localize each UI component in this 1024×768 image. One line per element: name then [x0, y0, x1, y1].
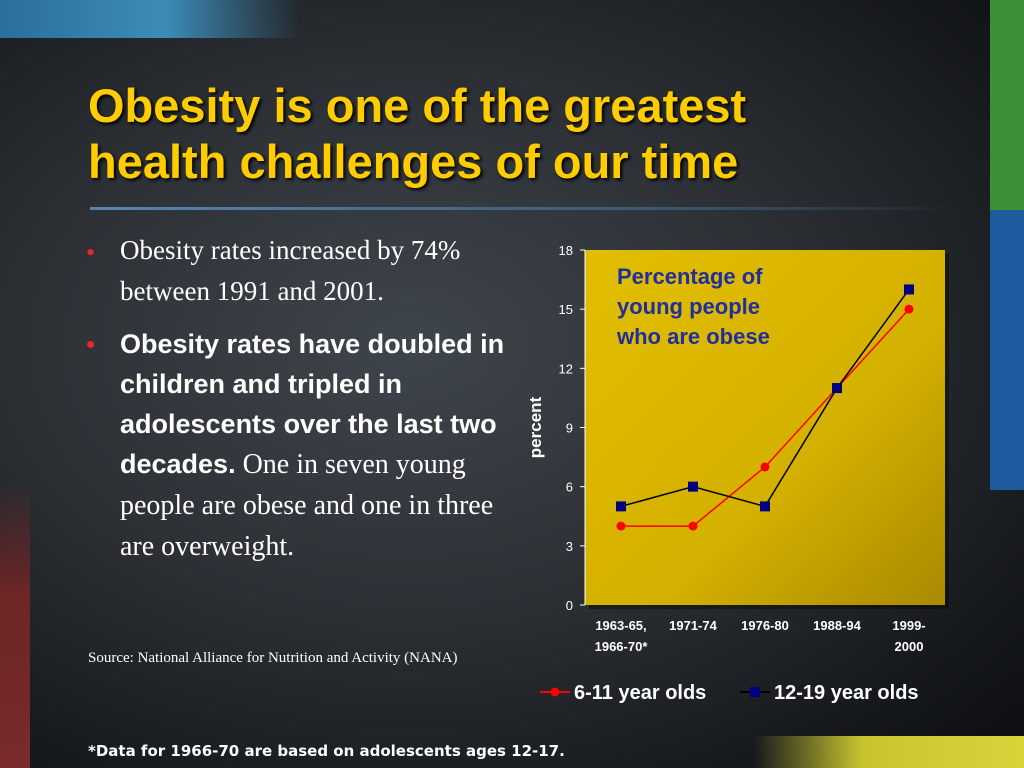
x-tick-label: 1966-70*	[595, 639, 649, 654]
obesity-line-chart: 0 3 6 9 12 15 18 percent 1963-65, 1966-70* 1971-74…	[526, 243, 949, 704]
bullet-text-2-bold: Obesity rates have doubled in children a…	[120, 329, 505, 479]
bullet-text-2-rest: One in seven young people are obese and …	[120, 449, 494, 562]
decor-green-band	[990, 0, 1024, 210]
legend-marker-1	[550, 687, 560, 697]
y-tick-label: 12	[559, 361, 573, 376]
decor-red-band	[0, 480, 30, 768]
y-tick-label: 3	[566, 539, 573, 554]
title-divider	[90, 207, 960, 210]
data-point-2	[832, 383, 842, 394]
data-point-2	[616, 501, 626, 512]
legend-marker-2	[750, 687, 760, 697]
source-citation: Source: National Alliance for Nutrition …	[88, 650, 458, 666]
x-tick-label: 1988-94	[813, 618, 861, 633]
data-point-1	[616, 521, 626, 531]
x-tick-label: 1999-	[892, 618, 925, 633]
data-point-2	[688, 481, 698, 492]
footnote: *Data for 1966-70 are based on adolescen…	[88, 742, 565, 760]
data-point-2	[760, 501, 770, 512]
chart-annotation: who are obese	[616, 324, 770, 349]
bullet-item-1: • Obesity rates increased by 74% between…	[86, 230, 521, 312]
x-tick-label: 1963-65,	[595, 618, 646, 633]
bullet-list: • Obesity rates increased by 74% between…	[86, 230, 521, 567]
chart-annotation: Percentage of	[617, 264, 763, 289]
y-tick-label: 18	[559, 243, 573, 258]
bullet-marker: •	[86, 238, 96, 267]
bullet-text-1: Obesity rates increased by 74% between 1…	[120, 235, 461, 306]
decor-blue-band	[0, 0, 300, 38]
y-tick-label: 6	[566, 480, 573, 495]
bullet-marker: •	[86, 329, 96, 359]
chart-annotation: young people	[617, 294, 760, 319]
y-tick-label: 0	[566, 598, 573, 613]
title-line-1: Obesity is one of the greatest	[88, 79, 747, 132]
data-point-1	[904, 304, 914, 314]
bullet-item-2: • Obesity rates have doubled in children…	[86, 324, 521, 567]
data-point-1	[760, 462, 770, 472]
slide-title: Obesity is one of the greatest health ch…	[88, 78, 928, 190]
x-tick-label: 1976-80	[741, 618, 789, 633]
legend-label-1: 6-11 year olds	[574, 682, 706, 704]
x-tick-label: 1971-74	[669, 618, 717, 633]
data-point-1	[688, 521, 698, 531]
y-tick-label: 15	[559, 302, 573, 317]
decor-blue-band-right	[990, 210, 1024, 490]
y-tick-label: 9	[566, 421, 573, 436]
legend-label-2: 12-19 year olds	[774, 682, 919, 704]
data-point-2	[904, 284, 914, 295]
x-tick-label: 2000	[895, 639, 924, 654]
title-line-2: health challenges of our time	[88, 135, 739, 188]
y-axis-label: percent	[526, 396, 545, 458]
plot-area	[585, 250, 945, 605]
decor-yellow-band	[754, 736, 1024, 768]
